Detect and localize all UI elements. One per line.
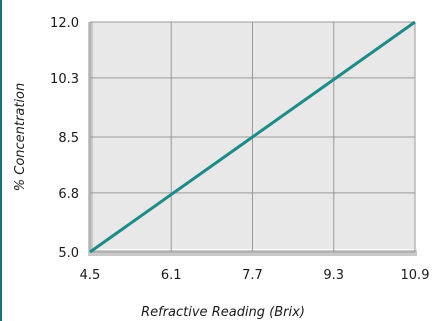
y-tick-label-4: 12.0 bbox=[50, 16, 79, 31]
grid-lines bbox=[89, 21, 416, 253]
y-tick-labels: 5.0 6.8 8.5 10.3 12.0 bbox=[50, 16, 79, 261]
left-accent-bar bbox=[0, 0, 2, 321]
x-tick-label-2: 7.7 bbox=[242, 268, 263, 283]
y-tick-label-3: 10.3 bbox=[50, 72, 79, 87]
y-axis-title: % Concentration bbox=[13, 83, 28, 191]
x-axis-shadow bbox=[88, 250, 417, 256]
series-layer bbox=[89, 20, 416, 254]
y-tick-label-1: 6.8 bbox=[58, 187, 79, 202]
y-axis-shadow bbox=[88, 22, 94, 256]
y-tick-label-0: 5.0 bbox=[58, 246, 79, 261]
y-tick-label-2: 8.5 bbox=[58, 131, 79, 146]
x-tick-labels: 4.5 6.1 7.7 9.3 10.9 bbox=[80, 268, 430, 283]
x-tick-label-0: 4.5 bbox=[80, 268, 101, 283]
x-tick-label-3: 9.3 bbox=[323, 268, 344, 283]
x-tick-label-4: 10.9 bbox=[401, 268, 430, 283]
x-tick-label-1: 6.1 bbox=[161, 268, 182, 283]
x-axis-title: Refractive Reading (Brix) bbox=[141, 305, 305, 320]
series-line-0 bbox=[89, 20, 416, 254]
